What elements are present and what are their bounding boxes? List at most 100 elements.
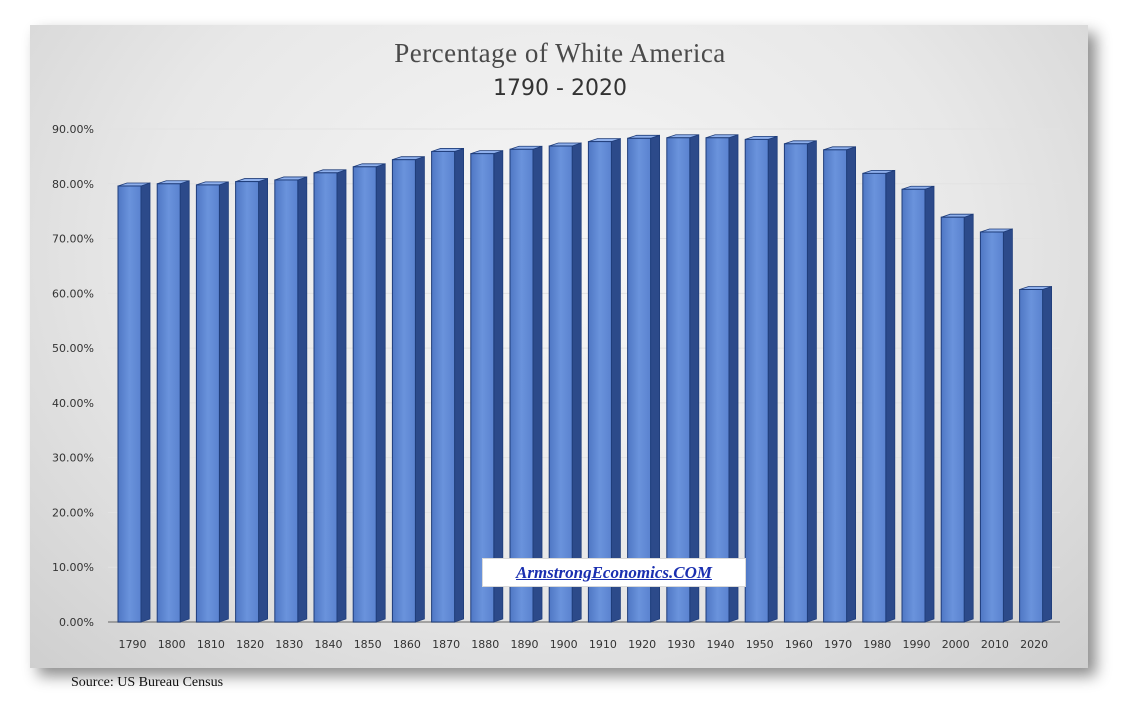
bar-chart: Percentage of White America 1790 - 2020 … [52,38,1060,651]
bar [862,169,896,623]
bar-side [807,140,817,623]
bar-front [548,145,573,623]
bar-side [767,135,778,623]
x-tick-label: 1850 [354,638,382,651]
x-tick-label: 1890 [511,638,539,651]
bar-front [470,153,495,623]
bar-front [431,150,456,623]
x-tick-label: 1940 [707,638,735,651]
bar [940,213,974,623]
bar-front [901,188,926,623]
y-tick-label: 0.00% [59,616,94,629]
bar [235,178,269,623]
bar-side [258,178,269,623]
bar-side [454,147,465,623]
x-tick-label: 2010 [981,638,1009,651]
bar [587,138,621,623]
bar [901,185,935,623]
bar-side [963,213,974,623]
bar-front [313,172,338,623]
y-tick-label: 50.00% [52,342,94,355]
bar [1019,285,1052,623]
bar [627,134,660,623]
source-note: Source: US Bureau Census [71,675,224,690]
bar-side [532,145,543,623]
bar-front [509,148,534,623]
x-tick-label: 2000 [942,638,970,651]
bar-front [235,181,260,623]
bar-front [823,149,848,623]
y-tick-label: 70.00% [52,233,94,246]
bar [509,145,543,623]
x-tick-label: 1820 [236,638,264,651]
x-tick-label: 1860 [393,638,421,651]
bar [313,169,347,623]
watermark-text: ArmstrongEconomics.COM [515,562,712,582]
x-tick-label: 1800 [158,638,186,651]
y-axis: 0.00% 10.00% 20.00% 30.00% 40.00% 50.00% 60.00… [52,123,94,629]
chart-frame: Percentage of White America 1790 - 2020 … [30,25,1088,668]
bar [744,135,778,623]
bar [391,156,425,623]
bar [705,134,739,623]
y-tick-label: 20.00% [52,506,94,519]
bar-front [117,185,142,623]
x-axis: 1790 1800 1810 1820 1830 1840 1850 1860 1870 1880… [119,638,1049,651]
bar [431,147,465,623]
bar [156,180,190,623]
y-tick-label: 30.00% [52,452,94,465]
x-tick-label: 1970 [824,638,852,651]
x-tick-label: 2020 [1020,638,1048,651]
bar-front [1019,288,1044,623]
bar-front [391,159,416,623]
bar-side [571,142,582,623]
bar-side [611,138,621,623]
bar-side [140,182,151,623]
x-tick-label: 1870 [432,638,460,651]
x-tick-label: 1810 [197,638,225,651]
x-tick-label: 1950 [746,638,774,651]
x-tick-label: 1980 [863,638,891,651]
bar-front [744,138,769,623]
chart-title: Percentage of White America [394,38,726,68]
x-tick-label: 1840 [315,638,343,651]
bar-front [274,179,299,623]
bar-side [297,176,308,623]
bar-side [1003,228,1013,623]
x-tick-label: 1920 [628,638,656,651]
bar [979,228,1013,623]
watermark-box: ArmstrongEconomics.COM [482,558,746,587]
bar-side [924,185,935,623]
y-tick-label: 90.00% [52,123,94,136]
bar-front [979,231,1004,623]
bar-side [846,146,856,623]
bar [352,163,386,623]
bar-front [156,183,181,623]
bar-side [336,169,347,623]
bar-side [1042,285,1052,623]
bar-front [940,216,965,623]
bar [666,134,700,623]
x-tick-label: 1900 [550,638,578,651]
x-tick-label: 1830 [275,638,303,651]
x-tick-label: 1990 [903,638,931,651]
bar-side [885,169,896,623]
bar-side [689,134,700,623]
bar-side [218,181,229,623]
bar [548,142,582,623]
bar [195,181,229,623]
x-tick-label: 1930 [667,638,695,651]
bar-front [783,143,808,623]
bar-side [650,134,660,623]
bar-side [179,180,190,623]
bar-front [195,184,220,623]
y-tick-label: 40.00% [52,397,94,410]
bar-front [627,137,652,623]
y-tick-label: 80.00% [52,178,94,191]
bar [823,146,856,623]
bar-front [862,172,887,623]
bar-side [493,150,504,623]
bar-side [375,163,386,623]
bar [274,176,308,623]
x-tick-label: 1880 [471,638,499,651]
